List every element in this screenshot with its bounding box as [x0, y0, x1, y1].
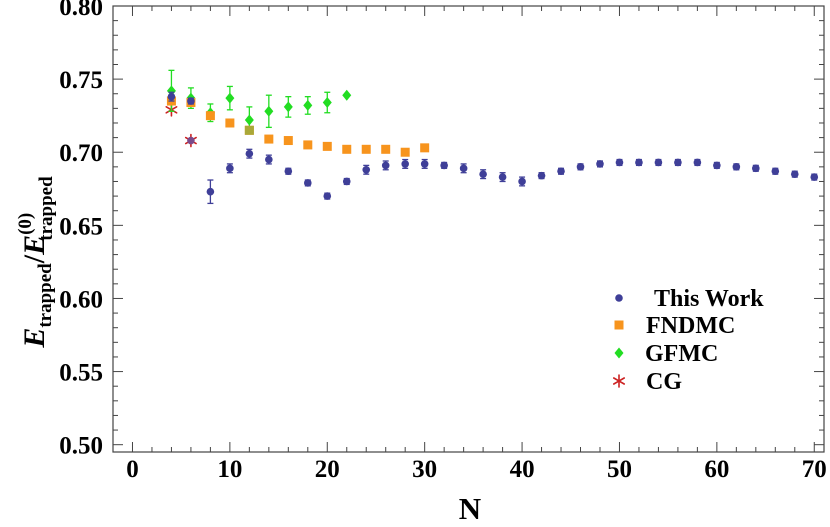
data-point	[771, 167, 780, 176]
data-point	[810, 173, 819, 181]
x-tick-label: 60	[704, 456, 729, 483]
data-point	[265, 155, 273, 164]
data-point	[498, 173, 507, 181]
y-tick-label: 0.65	[59, 213, 103, 240]
x-tick-label: 10	[217, 456, 242, 483]
data-point	[361, 144, 371, 154]
data-point	[225, 118, 235, 128]
x-tick-labels: 0 10 20 30 40 50 60 70	[126, 456, 827, 483]
data-point	[790, 170, 799, 178]
plot-frame	[112, 5, 825, 453]
overlap-point	[244, 125, 254, 135]
x-tick-label: 40	[510, 456, 535, 483]
data-point	[303, 140, 313, 150]
axis-ticks	[113, 5, 824, 452]
y-title-denom-sub: trapped	[36, 176, 57, 241]
data-point	[479, 170, 487, 178]
series-this-work	[167, 91, 819, 205]
x-tick-label: 20	[315, 456, 340, 483]
y-tick-label: 0.55	[59, 360, 103, 387]
data-point	[732, 163, 741, 171]
data-point	[557, 167, 565, 176]
data-point	[244, 114, 254, 126]
data-point	[615, 158, 624, 167]
data-point	[323, 192, 332, 200]
data-point	[322, 141, 332, 151]
overlap-marks	[187, 125, 254, 145]
y-title-denom: E	[18, 235, 51, 256]
data-point	[342, 89, 352, 101]
overlap-point	[187, 136, 195, 145]
x-tick-label: 70	[802, 456, 827, 483]
data-point	[187, 97, 195, 105]
legend-marker-cg	[613, 374, 625, 388]
data-point	[284, 167, 293, 176]
data-point	[596, 160, 604, 168]
y-tick-label: 0.60	[59, 286, 103, 313]
x-tick-label: 0	[126, 456, 139, 483]
data-point	[381, 144, 391, 154]
series-fndmc	[166, 96, 430, 157]
data-point	[537, 171, 546, 180]
data-point	[576, 163, 585, 171]
legend-label-cg: CG	[646, 369, 682, 395]
data-marks	[165, 69, 819, 205]
y-axis-title: Etrapped/E(0)trapped	[15, 176, 57, 349]
data-point	[166, 85, 176, 97]
data-point	[342, 144, 352, 154]
data-point	[167, 92, 176, 101]
data-point	[713, 161, 721, 170]
data-point	[303, 179, 312, 187]
y-title-main-sub: trapped	[35, 263, 56, 328]
data-point	[420, 160, 429, 168]
data-point	[752, 164, 760, 173]
x-axis-title: N	[459, 491, 481, 526]
legend-marker-this-work	[615, 294, 623, 302]
data-point	[440, 161, 448, 170]
x-tick-label: 30	[412, 456, 437, 483]
legend-marker-gfmc	[614, 347, 624, 359]
legend-label-fndmc: FNDMC	[646, 313, 735, 339]
data-point	[381, 161, 390, 170]
y-tick-label: 0.70	[59, 140, 103, 167]
data-point	[245, 149, 254, 158]
data-point	[283, 136, 293, 146]
legend-label-gfmc: GFMC	[645, 341, 718, 367]
y-tick-label: 0.80	[59, 0, 103, 21]
y-title-slash: /	[18, 254, 51, 264]
data-point	[693, 158, 702, 167]
data-point	[400, 147, 410, 157]
data-point	[264, 134, 274, 144]
data-point	[362, 165, 371, 174]
legend-marker-fndmc	[614, 320, 624, 330]
y-title-denom-sup: (0)	[15, 213, 36, 235]
y-tick-label: 0.75	[59, 67, 103, 94]
data-point	[322, 97, 332, 109]
x-tick-label: 50	[607, 456, 632, 483]
data-point	[264, 105, 274, 117]
data-point	[420, 143, 430, 153]
data-point	[459, 164, 468, 173]
data-point	[226, 164, 234, 173]
data-point	[401, 160, 409, 168]
data-point	[206, 187, 215, 196]
data-point	[283, 101, 293, 113]
legend-label-this-work: This Work	[654, 286, 764, 312]
y-tick-label: 0.50	[59, 433, 103, 460]
y-title-main: E	[18, 328, 51, 349]
y-tick-labels: 0.50 0.55 0.60 0.65 0.70 0.75 0.80	[59, 0, 103, 460]
data-point	[225, 92, 235, 104]
svg-text:Etrapped/E(0)trapped: Etrapped/E(0)trapped	[15, 176, 57, 349]
data-point	[635, 158, 643, 167]
data-point	[654, 158, 663, 167]
data-point	[205, 111, 215, 121]
data-point	[303, 99, 313, 111]
data-point	[518, 177, 526, 186]
data-point	[342, 177, 351, 186]
data-point	[674, 158, 682, 167]
